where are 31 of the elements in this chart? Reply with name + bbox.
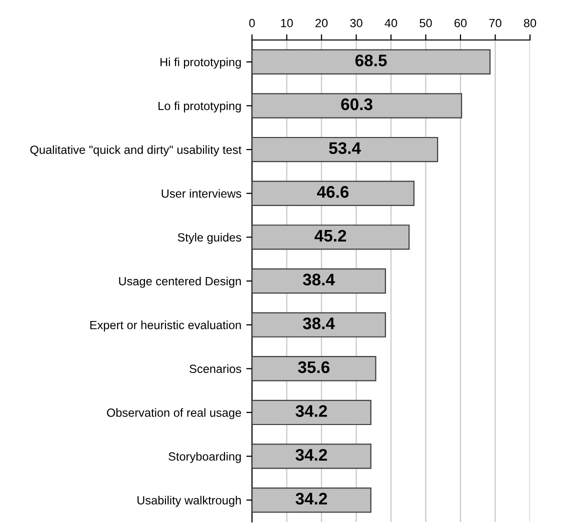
data-label: 60.3 bbox=[341, 98, 372, 110]
y-tick-label: Storyboarding bbox=[168, 452, 241, 463]
data-label: 35.6 bbox=[298, 361, 330, 374]
x-tick-label: 20 bbox=[316, 18, 328, 28]
data-label: 38.4 bbox=[302, 274, 335, 286]
y-tick-label: Expert or heuristic evaluation bbox=[90, 320, 241, 332]
x-tick-label: 80 bbox=[524, 18, 536, 28]
x-tick-label: 30 bbox=[350, 18, 362, 28]
x-tick-label: 50 bbox=[420, 18, 432, 28]
y-tick-label: User interviews bbox=[162, 189, 242, 198]
x-tick-label: 10 bbox=[281, 18, 293, 28]
y-tick-label: Scenarios bbox=[190, 364, 242, 374]
y-tick-label: Observation of real usage bbox=[106, 408, 242, 420]
x-tick-label: 70 bbox=[489, 18, 502, 28]
data-label: 45.2 bbox=[314, 230, 346, 242]
data-label: 34.2 bbox=[296, 448, 327, 461]
y-tick-label: Hi fi prototyping bbox=[160, 58, 241, 69]
y-tick-label: Style guides bbox=[178, 232, 242, 244]
data-label: 53.4 bbox=[329, 142, 361, 154]
y-tick-label: Lo fi prototyping bbox=[158, 101, 241, 112]
y-tick-label: Usage centered Design bbox=[119, 276, 241, 288]
x-tick-label: 40 bbox=[384, 18, 398, 28]
data-label: 68.5 bbox=[355, 54, 387, 66]
data-label: 34.2 bbox=[296, 405, 327, 417]
y-tick-label: Usability walktrough bbox=[138, 496, 241, 507]
data-label: 34.2 bbox=[296, 492, 327, 505]
data-label: 46.6 bbox=[317, 186, 349, 198]
x-tick-label: 60 bbox=[454, 18, 467, 28]
x-tick-label: 0 bbox=[249, 18, 255, 28]
y-tick-label: Qualitative "quick and dirty" usability test bbox=[30, 145, 242, 156]
data-label: 38.4 bbox=[302, 317, 335, 330]
